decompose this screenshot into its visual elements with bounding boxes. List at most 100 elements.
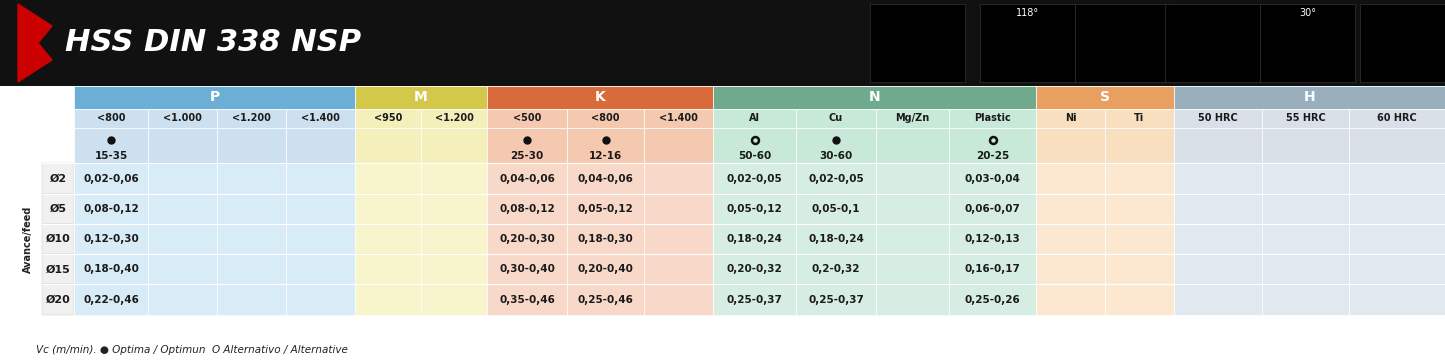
Bar — [1036, 109, 1105, 127]
Bar — [355, 127, 420, 164]
Bar — [147, 109, 217, 127]
Bar — [949, 109, 1036, 127]
Text: 60 HRC: 60 HRC — [1377, 113, 1418, 123]
Bar — [487, 284, 566, 315]
Bar — [566, 127, 644, 164]
Bar — [1261, 194, 1350, 224]
Bar — [355, 194, 420, 224]
Text: 0,02-0,06: 0,02-0,06 — [84, 174, 139, 183]
Bar — [566, 284, 644, 315]
Bar — [644, 284, 712, 315]
Bar — [1105, 224, 1173, 254]
Bar — [355, 164, 420, 194]
Text: 25-30: 25-30 — [510, 151, 543, 161]
Bar — [487, 164, 566, 194]
Bar — [566, 164, 644, 194]
Bar — [796, 284, 876, 315]
Bar — [712, 86, 1036, 109]
Bar — [217, 254, 286, 284]
Bar — [566, 224, 644, 254]
Text: 20-25: 20-25 — [975, 151, 1009, 161]
Bar — [796, 127, 876, 164]
Text: Plastic: Plastic — [974, 113, 1011, 123]
Text: 0,2-0,32: 0,2-0,32 — [812, 264, 860, 274]
Bar — [286, 164, 355, 194]
Bar — [796, 164, 876, 194]
Bar — [147, 224, 217, 254]
Bar — [42, 86, 1445, 315]
Bar — [355, 284, 420, 315]
Bar — [1173, 127, 1261, 164]
Text: 0,30-0,40: 0,30-0,40 — [499, 264, 555, 274]
Bar — [1173, 254, 1261, 284]
Bar — [42, 194, 74, 224]
Text: 0,25-0,37: 0,25-0,37 — [727, 295, 782, 305]
Bar — [74, 284, 147, 315]
Text: <800: <800 — [97, 113, 126, 123]
Bar — [1261, 164, 1350, 194]
Text: Ti: Ti — [1134, 113, 1144, 123]
Bar — [42, 254, 74, 284]
Bar — [217, 284, 286, 315]
Bar — [796, 254, 876, 284]
Bar — [74, 109, 147, 127]
Text: 0,22-0,46: 0,22-0,46 — [82, 295, 139, 305]
Text: <1.000: <1.000 — [163, 113, 202, 123]
Bar — [1036, 164, 1105, 194]
Bar — [1350, 194, 1445, 224]
Bar — [566, 109, 644, 127]
Bar — [1261, 224, 1350, 254]
Bar — [1360, 4, 1445, 82]
Bar — [74, 194, 147, 224]
Text: 0,03-0,04: 0,03-0,04 — [965, 174, 1020, 183]
Bar — [949, 224, 1036, 254]
Bar — [870, 4, 965, 82]
Bar — [1261, 284, 1350, 315]
Bar — [644, 254, 712, 284]
Bar — [1173, 109, 1261, 127]
Text: <500: <500 — [513, 113, 542, 123]
Bar — [1165, 4, 1260, 82]
Bar — [147, 254, 217, 284]
Bar — [487, 224, 566, 254]
Bar — [286, 109, 355, 127]
Text: 0,08-0,12: 0,08-0,12 — [84, 204, 139, 214]
Text: H: H — [1303, 90, 1315, 104]
Text: 12-16: 12-16 — [590, 151, 623, 161]
Bar — [42, 164, 74, 194]
Bar — [949, 254, 1036, 284]
Bar — [1105, 127, 1173, 164]
Bar — [712, 127, 796, 164]
Bar — [487, 127, 566, 164]
Bar — [712, 194, 796, 224]
Bar — [566, 194, 644, 224]
Text: <950: <950 — [374, 113, 402, 123]
Bar — [796, 224, 876, 254]
Text: Ø5: Ø5 — [49, 204, 66, 214]
Text: Avance/feed: Avance/feed — [23, 205, 33, 273]
Bar — [487, 254, 566, 284]
Bar — [74, 254, 147, 284]
Text: N: N — [868, 90, 880, 104]
Bar — [147, 164, 217, 194]
Text: 0,05-0,12: 0,05-0,12 — [727, 204, 782, 214]
Text: 0,25-0,26: 0,25-0,26 — [965, 295, 1020, 305]
Bar — [420, 164, 487, 194]
Bar — [1261, 127, 1350, 164]
Text: 0,25-0,46: 0,25-0,46 — [578, 295, 633, 305]
Bar — [420, 127, 487, 164]
Bar — [420, 194, 487, 224]
Text: Al: Al — [749, 113, 760, 123]
Bar — [876, 194, 949, 224]
Text: <800: <800 — [591, 113, 620, 123]
Bar — [1036, 127, 1105, 164]
Bar — [42, 224, 74, 254]
Bar — [1105, 284, 1173, 315]
Bar — [796, 109, 876, 127]
Text: <1.400: <1.400 — [301, 113, 340, 123]
Text: 0,20-0,32: 0,20-0,32 — [727, 264, 782, 274]
Bar — [217, 224, 286, 254]
Bar — [286, 284, 355, 315]
Bar — [42, 284, 74, 315]
Text: M: M — [415, 90, 428, 104]
